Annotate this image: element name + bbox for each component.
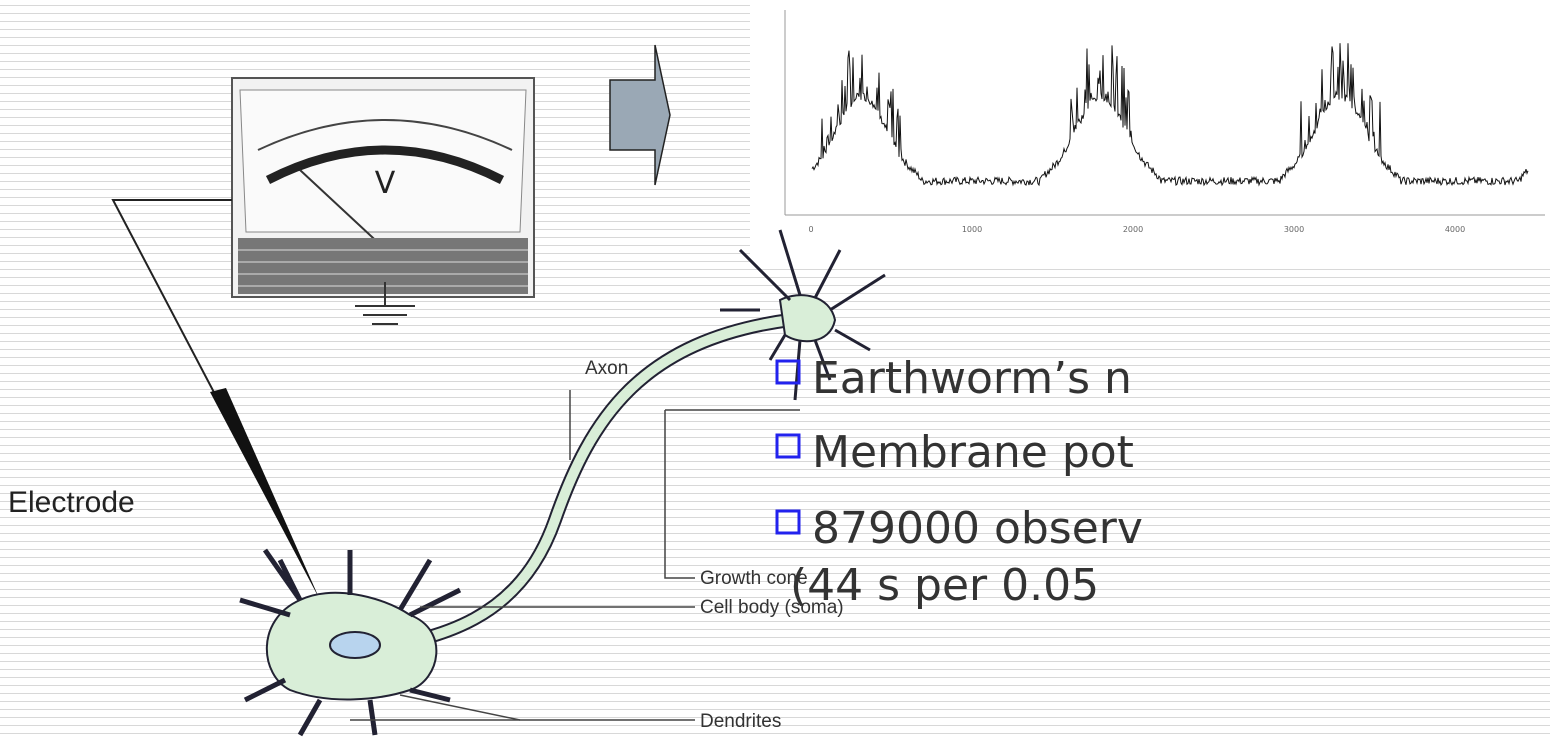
- neuron: [240, 230, 885, 735]
- x-tick-label: 4000: [1445, 225, 1465, 234]
- bullet-text: Earthworm’s n: [812, 353, 1132, 404]
- electrode-label: Electrode: [8, 486, 135, 519]
- bullet-text: Membrane pot: [812, 427, 1134, 478]
- voltmeter: V: [232, 78, 534, 324]
- bullet-text: 879000 observ: [812, 503, 1143, 554]
- axon-label: Axon: [585, 358, 628, 379]
- bullet-marker: [777, 435, 799, 457]
- x-tick-label: 1000: [962, 225, 982, 234]
- wire: [113, 200, 232, 400]
- x-tick-label: 0: [808, 225, 813, 234]
- trace-plot: 0 1000 2000 3000 4000: [750, 5, 1550, 265]
- x-tick-label: 2000: [1123, 225, 1143, 234]
- electrode: [210, 388, 320, 600]
- slide: V Electrode 0 1000 2000 3000 4000 Axon: [0, 0, 1550, 740]
- dendrites-label: Dendrites: [700, 711, 781, 732]
- x-tick-label: 3000: [1284, 225, 1304, 234]
- bullet-marker: [777, 511, 799, 533]
- bullet-text: (44 s per 0.05: [790, 560, 1099, 611]
- meter-unit: V: [375, 166, 396, 201]
- slide-canvas: V Electrode 0 1000 2000 3000 4000 Axon: [0, 0, 1550, 740]
- arrow: [610, 45, 670, 185]
